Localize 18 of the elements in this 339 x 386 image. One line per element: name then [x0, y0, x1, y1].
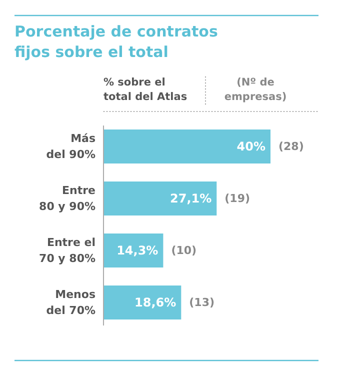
- y-tick-label: Menos del 70%: [46, 288, 96, 317]
- annotation: (10): [171, 244, 197, 257]
- data-label: 14,3%: [116, 244, 158, 258]
- data-label: 18,6%: [134, 296, 176, 310]
- text: (Nº de empresas): [224, 76, 287, 103]
- annotation: (19): [224, 192, 250, 205]
- bar: [104, 130, 270, 164]
- y-tick-label: Más del 90%: [46, 132, 96, 161]
- annotation: (13): [189, 296, 215, 309]
- data-label: 40%: [236, 140, 266, 154]
- y-tick-label: Entre el 70 y 80%: [39, 236, 96, 265]
- chart-title: Porcentaje de contratos fijos sobre el total: [14, 22, 218, 62]
- text: % sobre el total del Atlas: [104, 76, 188, 103]
- bar: [104, 286, 182, 320]
- y-tick-label: Entre 80 y 90%: [39, 184, 96, 213]
- annotation: (28): [278, 140, 304, 153]
- data-label: 27,1%: [170, 192, 212, 206]
- bar: [104, 182, 217, 216]
